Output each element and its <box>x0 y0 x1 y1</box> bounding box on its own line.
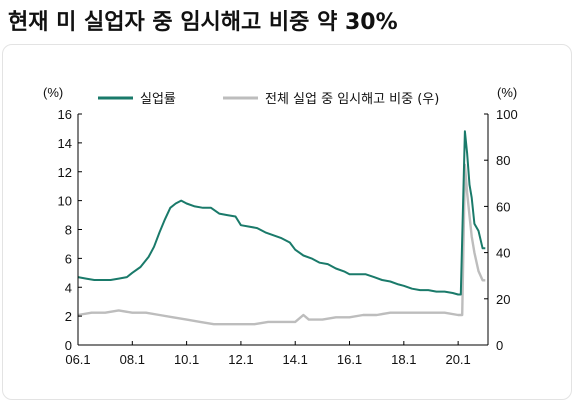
y-right-tick-label: 40 <box>496 246 510 261</box>
x-tick-label: 14.1 <box>283 352 308 367</box>
y-left-tick-label: 12 <box>58 165 72 180</box>
y-left-tick-label: 2 <box>65 309 72 324</box>
y-left-tick-label: 6 <box>65 251 72 266</box>
legend-label-unemployment: 실업률 <box>140 92 176 107</box>
y-left-tick-label: 10 <box>58 194 72 209</box>
y-left-tick-label: 4 <box>65 280 72 295</box>
series-line-temp-share <box>77 163 486 326</box>
right-axis-unit: (%) <box>497 85 517 100</box>
y-left-tick-label: 0 <box>65 338 72 353</box>
x-tick-label: 08.1 <box>120 352 145 367</box>
chart-frame <box>2 44 572 400</box>
y-left-tick-label: 8 <box>65 223 72 238</box>
page-title: 현재 미 실업자 중 임시해고 비중 약 30% <box>8 10 398 35</box>
y-right-tick-label: 0 <box>496 338 503 353</box>
x-tick-label: 20.1 <box>445 352 470 367</box>
x-tick-label: 18.1 <box>391 352 416 367</box>
y-right-tick-label: 100 <box>496 107 518 122</box>
legend-label-temp-share: 전체 실업 중 임시해고 비중 (우) <box>265 92 439 107</box>
y-right-tick-label: 60 <box>496 199 510 214</box>
left-axis-unit: (%) <box>43 85 63 100</box>
y-right-tick-label: 20 <box>496 292 510 307</box>
y-left-tick-label: 14 <box>58 136 72 151</box>
y-left-tick-label: 16 <box>58 107 72 122</box>
y-right-tick-label: 80 <box>496 153 510 168</box>
x-tick-label: 16.1 <box>337 352 362 367</box>
x-tick-label: 12.1 <box>228 352 253 367</box>
x-tick-label: 10.1 <box>174 352 199 367</box>
series-line-unemployment <box>77 130 486 296</box>
x-tick-label: 06.1 <box>65 352 90 367</box>
